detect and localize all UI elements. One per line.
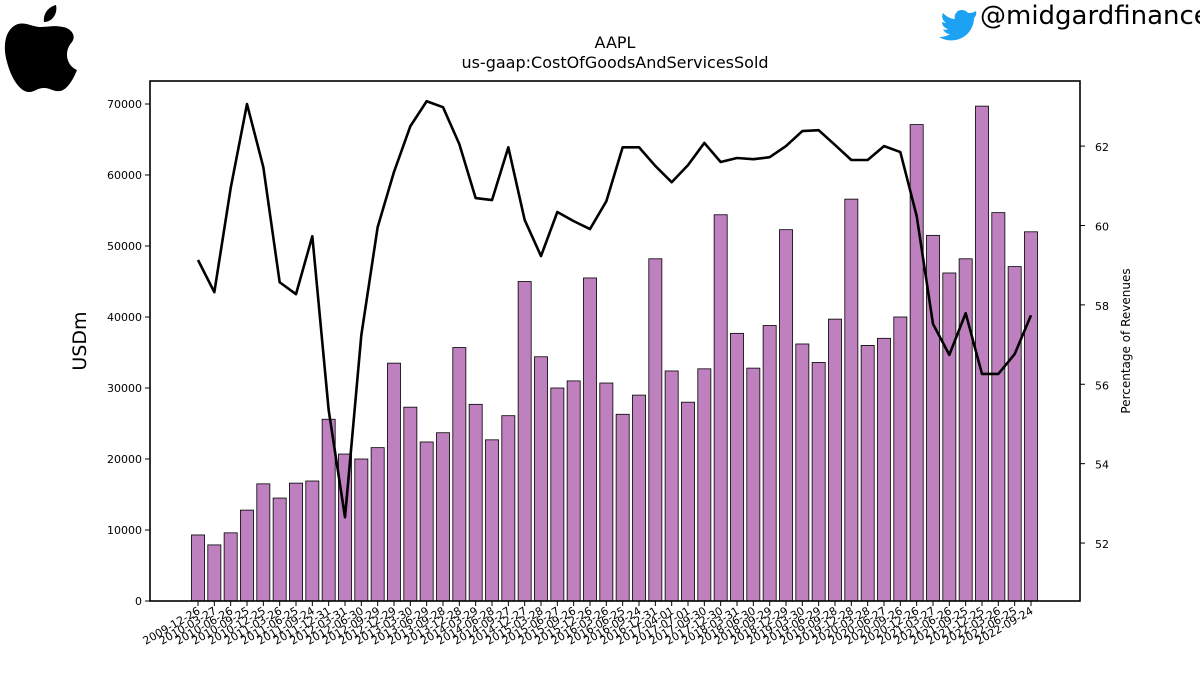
- bar: [387, 362, 401, 602]
- y-tick-label: 20000: [107, 453, 142, 466]
- y-tick-label: 60000: [107, 169, 142, 182]
- y2-tick-label: 56: [1095, 379, 1109, 392]
- y-tick-label: 70000: [107, 98, 142, 111]
- y2-tick-label: 58: [1095, 300, 1109, 313]
- bar: [958, 258, 973, 602]
- bar: [844, 198, 859, 602]
- y2-tick-label: 52: [1095, 538, 1109, 551]
- y-tick-label: 40000: [107, 311, 142, 324]
- bar: [207, 544, 222, 602]
- bar: [828, 318, 842, 602]
- bar: [713, 214, 728, 602]
- bar: [599, 382, 614, 602]
- bar: [501, 415, 516, 602]
- bar: [419, 441, 434, 602]
- y-tick-label: 0: [135, 595, 142, 608]
- bar: [223, 532, 238, 602]
- bar: [730, 332, 744, 602]
- bar: [354, 458, 369, 602]
- bar: [452, 347, 467, 602]
- y-axis-label: USDm: [69, 311, 91, 370]
- bar: [877, 337, 891, 602]
- bar: [305, 480, 320, 602]
- bar: [860, 345, 875, 602]
- bar: [991, 212, 1006, 602]
- bar: [893, 316, 908, 602]
- y2-tick-label: 62: [1095, 141, 1109, 154]
- bar: [583, 277, 597, 602]
- chart-subtitle: us-gaap:CostOfGoodsAndServicesSold: [461, 53, 768, 72]
- bar: [289, 482, 303, 602]
- bar: [762, 325, 777, 602]
- bar: [1024, 231, 1038, 602]
- bar: [550, 387, 565, 602]
- bar: [681, 401, 695, 602]
- bar: [615, 413, 630, 602]
- handle: @midgardfinance: [980, 1, 1200, 31]
- bar: [648, 258, 663, 602]
- line: [196, 99, 1033, 519]
- y2-tick-label: 54: [1095, 459, 1109, 472]
- y-tick-label: 30000: [107, 382, 142, 395]
- y-tick-label: 10000: [107, 524, 142, 537]
- bar: [191, 534, 205, 602]
- bar: [240, 509, 254, 602]
- bar: [795, 343, 810, 602]
- bar: [256, 483, 271, 602]
- twitter-bird: [939, 9, 977, 41]
- bar: [403, 406, 418, 602]
- bar: [468, 403, 483, 602]
- bar: [1007, 266, 1022, 602]
- y2-tick-label: 60: [1095, 220, 1109, 233]
- bar: [534, 356, 548, 602]
- bar: [517, 281, 532, 602]
- apple-logo: [4, 5, 77, 92]
- bar: [779, 229, 793, 602]
- bar: [566, 380, 581, 602]
- bar: [746, 367, 761, 602]
- bar: [272, 497, 287, 602]
- plot-frame: [149, 80, 1081, 602]
- bar: [436, 432, 450, 602]
- bar: [632, 394, 646, 602]
- chart-title: AAPL: [595, 33, 636, 52]
- bar: [485, 439, 499, 602]
- bar: [811, 362, 826, 602]
- bar: [697, 368, 712, 602]
- bar: [942, 272, 957, 602]
- y-tick-label: 50000: [107, 240, 142, 253]
- bar: [370, 447, 385, 602]
- y2-axis-label: Percentage of Revenues: [1119, 268, 1133, 413]
- bar: [664, 370, 679, 602]
